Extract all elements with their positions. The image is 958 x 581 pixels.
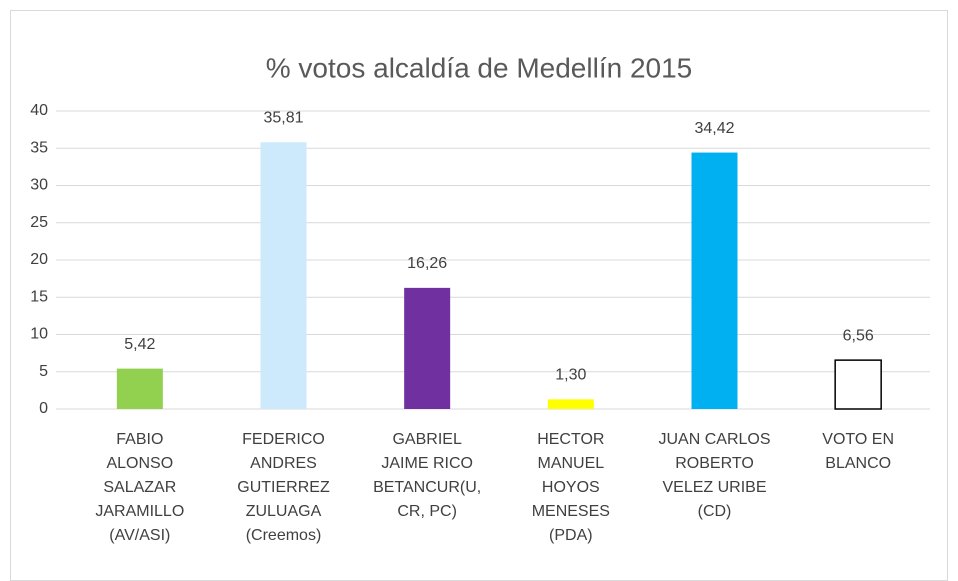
data-label: 35,81 [263,109,303,126]
x-tick-label: FEDERICO [242,431,325,448]
data-label: 6,56 [843,327,874,344]
x-tick-label: VELEZ URIBE [662,479,766,496]
x-tick-label: HOYOS [542,479,600,496]
data-label: 34,42 [694,120,734,137]
chart-border [10,10,948,581]
y-tick-label: 40 [30,102,48,119]
x-tick-label: GABRIEL [392,431,461,448]
x-tick-label: JAIME RICO [381,455,473,472]
data-label: 16,26 [407,255,447,272]
x-tick-label: ANDRES [250,455,317,472]
y-tick-label: 30 [30,177,48,194]
x-tick-label: FABIO [116,431,163,448]
x-tick-label: MENESES [532,503,610,520]
y-tick-label: 5 [39,363,48,380]
x-tick-label: GUTIERREZ [237,479,330,496]
x-tick-label: BETANCUR(U, [373,479,481,496]
x-tick-label: JUAN CARLOS [658,431,770,448]
x-tick-label: ALONSO [106,455,173,472]
bar [547,399,594,409]
x-tick-label: VOTO EN [822,431,894,448]
x-tick-label: (AV/ASI) [109,527,170,544]
x-tick-label: BLANCO [825,455,891,472]
x-tick-label: (Creemos) [246,527,322,544]
x-tick-label: JARAMILLO [95,503,184,520]
y-tick-label: 10 [30,326,48,343]
y-tick-label: 25 [30,214,48,231]
chart-title: % votos alcaldía de Medellín 2015 [266,52,693,83]
x-tick-label: SALAZAR [103,479,176,496]
y-tick-label: 35 [30,139,48,156]
x-tick-label: CR, PC) [397,503,457,520]
x-tick-label: (CD) [698,503,732,520]
bar [834,359,882,410]
bar [260,142,307,409]
data-label: 1,30 [555,367,586,384]
x-tick-label: (PDA) [549,527,593,544]
bar [116,368,163,409]
x-tick-label: HECTOR [537,431,604,448]
x-tick-label: ROBERTO [675,455,754,472]
bar [691,152,738,410]
y-tick-label: 20 [30,251,48,268]
y-tick-label: 15 [30,288,48,305]
y-tick-label: 0 [39,400,48,417]
x-tick-label: MANUEL [537,455,604,472]
bar [404,287,451,409]
x-tick-label: ZULUAGA [246,503,322,520]
data-label: 5,42 [124,336,155,353]
